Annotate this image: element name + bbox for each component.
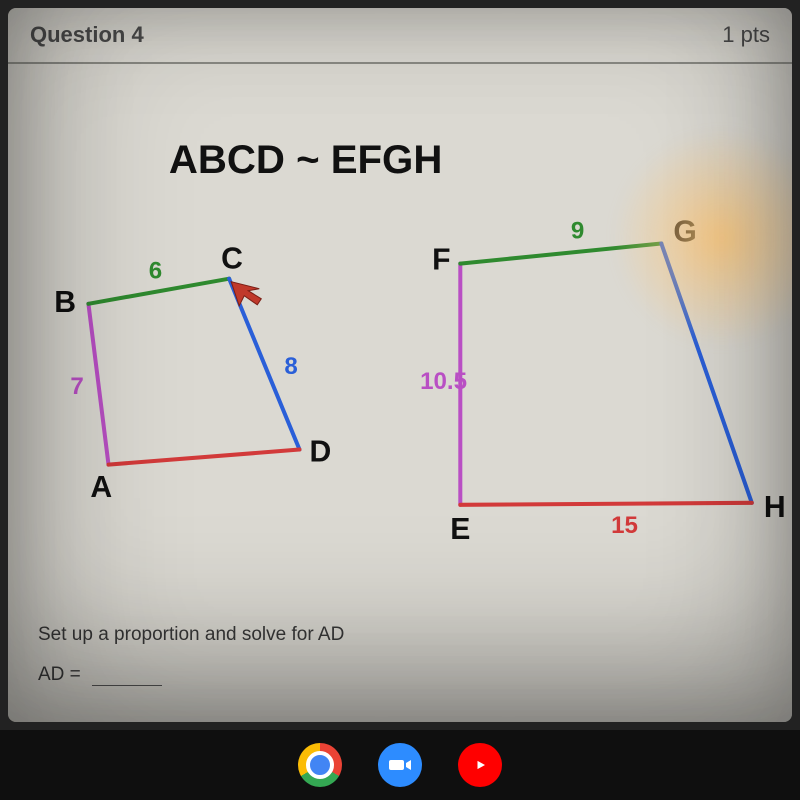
vertex-b-label: B — [54, 286, 76, 319]
chrome-icon[interactable] — [298, 743, 342, 787]
quadrilateral-abcd: A B C D 7 6 8 — [54, 243, 331, 504]
edge-ab — [88, 304, 108, 465]
edge-ef-value: 10.5 — [420, 368, 467, 395]
edge-ab-value: 7 — [70, 373, 83, 400]
zoom-icon[interactable] — [378, 743, 422, 787]
answer-line: AD = — [38, 664, 762, 686]
question-points: 1 pts — [722, 22, 770, 48]
answer-prefix: AD = — [38, 664, 81, 685]
edge-gh — [661, 243, 751, 502]
question-number: Question 4 — [30, 22, 144, 48]
quadrilateral-efgh: E F G H 10.5 9 15 — [420, 215, 786, 546]
quiz-screen: Question 4 1 pts ABCD ~ EFGH A B C D 7 6… — [8, 8, 792, 722]
geometry-diagram: ABCD ~ EFGH A B C D 7 6 8 E — [8, 64, 792, 624]
prompt-text: Set up a proportion and solve for AD — [38, 624, 762, 646]
cursor-icon — [231, 282, 261, 306]
figure-title: ABCD ~ EFGH — [169, 137, 443, 182]
prompt-area: Set up a proportion and solve for AD AD … — [8, 624, 792, 686]
edge-fg — [460, 243, 661, 263]
vertex-d-label: D — [310, 436, 332, 469]
answer-blank[interactable] — [92, 665, 162, 686]
vertex-f-label: F — [432, 244, 450, 277]
youtube-icon[interactable] — [458, 743, 502, 787]
edge-da — [109, 450, 300, 465]
edge-fg-value: 9 — [571, 217, 584, 244]
taskbar — [0, 730, 800, 800]
vertex-g-label: G — [673, 215, 696, 248]
figure-canvas: ABCD ~ EFGH A B C D 7 6 8 E — [8, 64, 792, 624]
edge-bc-value: 6 — [149, 258, 162, 285]
edge-he-value: 15 — [611, 512, 638, 539]
question-header: Question 4 1 pts — [8, 8, 792, 64]
vertex-h-label: H — [764, 491, 786, 524]
vertex-a-label: A — [90, 471, 112, 504]
vertex-e-label: E — [450, 513, 470, 546]
edge-cd-value: 8 — [284, 353, 297, 380]
edge-he — [460, 503, 751, 505]
vertex-c-label: C — [221, 243, 243, 276]
